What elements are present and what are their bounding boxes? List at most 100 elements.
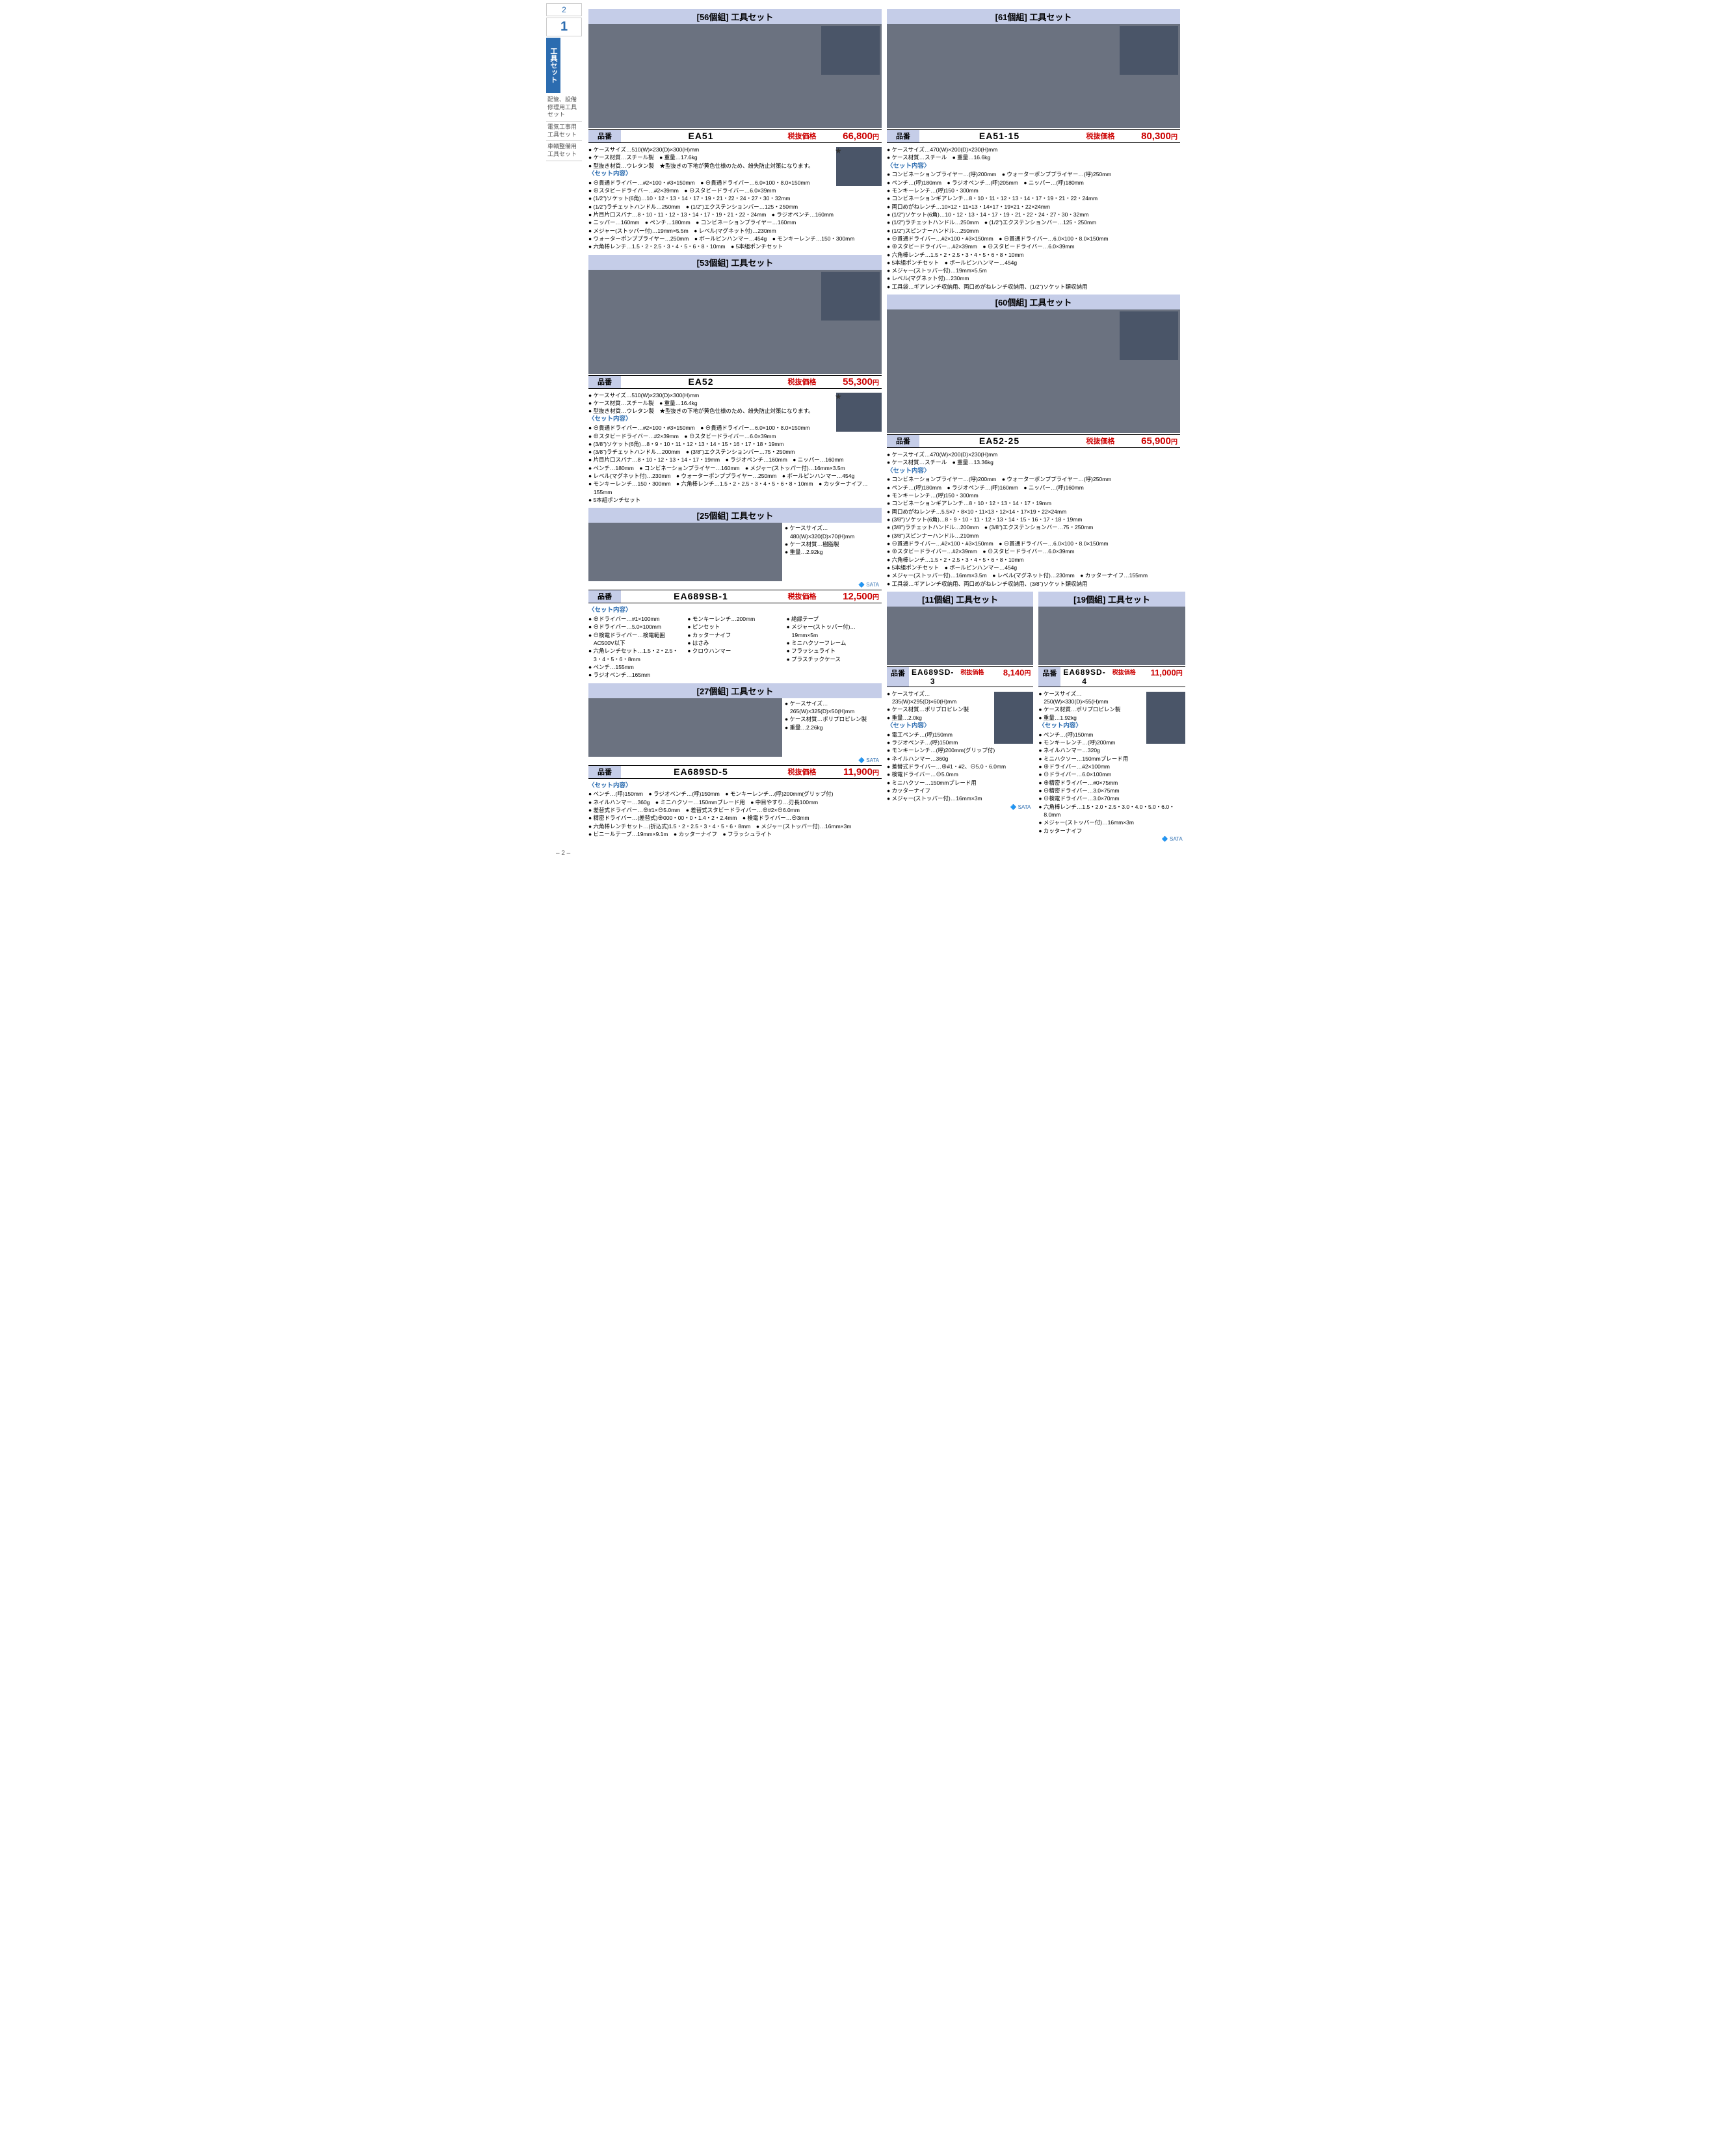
product-photo (588, 523, 782, 581)
product-title: [11個組] 工具セット (887, 592, 1033, 607)
spec-item: 片目片口スパナ…8・10・12・13・14・17・19mm ● ラジオペンチ…1… (588, 456, 882, 464)
spec-item: カッターナイフ (887, 787, 1033, 794)
spec-item: ケース材質…ポリプロピレン製 (785, 715, 882, 723)
sidebar-link[interactable]: 車輌整備用工具セット (546, 141, 582, 161)
product-code: EA689SB-1 (621, 590, 781, 603)
spec-item: 絶縁テープ (787, 615, 882, 623)
spec-item: モンキーレンチ…(呼)200mm(グリップ付) (887, 746, 1033, 754)
sidebar-link[interactable]: 配管、設備修理用工具セット (546, 94, 582, 122)
spec-item: ⊕精密ドライバー…#0×75mm (1038, 779, 1185, 787)
product-photo (887, 607, 1033, 665)
price-row: 品番 EA689SD-3 税抜価格 8,140円 (887, 666, 1033, 687)
product-photo (588, 698, 782, 757)
brand-logo: 🔷 SATA (588, 757, 882, 764)
spec-item: ⊕スタビードライバー…#2×39mm ● ⊖スタビードライバー…6.0×39mm (588, 187, 882, 194)
sidebar-link[interactable]: 電気工事用工具セット (546, 122, 582, 141)
spec-item: 六角棒レンチセット…(折込式)1.5・2・2.5・3・4・5・6・8mm ● メ… (588, 822, 882, 830)
spec-item: ピンセット (687, 623, 782, 631)
spec-item: ペンチ…(呼)150mm ● ラジオペンチ…(呼)150mm ● モンキーレンチ… (588, 790, 882, 798)
spec-item: (3/8")スピンナーハンドル…210mm (887, 532, 1180, 540)
spec-item: ⊖精密ドライバー…3.0×75mm (1038, 787, 1185, 794)
spec-item: 精密ドライバー…(差替式)⊕000・00・0・1.4・2・2.4mm ● 検電ド… (588, 814, 882, 822)
spec-item: 差替式ドライバー…⊕#1×⊖5.0mm ● 差替式スタビードライバー…⊕#2×⊖… (588, 806, 882, 814)
spec-item: ミニハクソー…150mmブレード用 (887, 779, 1033, 787)
spec-item: 六角棒レンチ…1.5・2・2.5・3・4・5・6・8・10mm (887, 251, 1180, 259)
spec-item: ネイルハンマー…360g ● ミニハクソー…150mmブレード用 ● 中目やすり… (588, 798, 882, 806)
product-photo (887, 24, 1180, 128)
product-title: [56個組] 工具セット (588, 9, 882, 24)
spec-item: ケースサイズ…470(W)×200(D)×230(H)mm (887, 451, 1180, 458)
price-row: 品番 EA689SD-4 税抜価格 11,000円 (1038, 666, 1185, 687)
product-photo (588, 24, 882, 128)
spec-item: 両口めがねレンチ…5.5×7・8×10・11×13・12×14・17×19・22… (887, 508, 1180, 516)
product-price: 66,800円 (823, 130, 882, 142)
spec-item: 工具袋…ギアレンチ収納用、両口めがねレンチ収納用、(1/2")ソケット類収納用 (887, 283, 1180, 291)
spec-item: コンビネーションプライヤー…(呼)200mm ● ウォーターポンププライヤー…(… (887, 170, 1180, 178)
spec-item: 検電ドライバー…⊖5.0mm (887, 770, 1033, 778)
spec-item: 片目片口スパナ…8・10・11・12・13・14・17・19・21・22・24m… (588, 211, 882, 218)
spec-item: モンキーレンチ…(呼)150・300mm (887, 187, 1180, 194)
spec-item: ケース材質…スチール ● 重量…13.36kg (887, 458, 1180, 466)
spec-item: (1/2")ラチェットハンドル…250mm ● (1/2")エクステンションバー… (887, 218, 1180, 226)
spec-item: ⊕ドライバー…#1×100mm (588, 615, 683, 623)
spec-item: 工具袋…ギアレンチ収納用、両口めがねレンチ収納用、(3/8")ソケット類収納用 (887, 580, 1180, 588)
product-specs: ケースサイズ…510(W)×230(D)×300(H)mmケース材質…スチール製… (588, 390, 882, 506)
spec-item: ネイルハンマー…360g (887, 755, 1033, 763)
product-specs: ケースサイズ…235(W)×295(D)×60(H)mmケース材質…ポリプロピレ… (887, 688, 1033, 813)
spec-item: (3/8")ラチェットハンドル…200mm ● (3/8")エクステンションバー… (588, 448, 882, 456)
page-number: – 2 – (556, 850, 570, 857)
price-row: 品番 EA52-25 税抜価格 65,900円 (887, 434, 1180, 448)
product-price: 8,140円 (988, 667, 1033, 687)
product-code: EA52 (621, 376, 781, 388)
spec-item: ネイルハンマー…320g (1038, 746, 1185, 754)
spec-item: ⊕ドライバー…#2×100mm (1038, 763, 1185, 770)
product-price: 12,500円 (823, 590, 882, 603)
product-specs: 〈セット内容〉 ⊕ドライバー…#1×100mm⊖ドライバー…5.0×100mm⊖… (588, 605, 882, 680)
spec-item: メジャー(ストッパー付)…19mm×5.5m ● レベル(マグネット付)…230… (588, 227, 882, 235)
spec-item: ⊖ドライバー…6.0×100mm (1038, 770, 1185, 778)
product-ea689sb1: [25個組] 工具セット ケースサイズ…480(W)×320(D)×70(H)m… (588, 508, 882, 680)
product-title: [60個組] 工具セット (887, 295, 1180, 309)
spec-item: メジャー(ストッパー付)…19mm×5m (787, 623, 882, 639)
spec-item: クロウハンマー (687, 647, 782, 655)
product-code: EA689SD-5 (621, 766, 781, 778)
product-price: 55,300円 (823, 376, 882, 388)
product-specs: ケースサイズ…470(W)×200(D)×230(H)mmケース材質…スチール … (887, 449, 1180, 589)
spec-item: モンキーレンチ…150・300mm ● 六角棒レンチ…1.5・2・2.5・3・4… (588, 480, 882, 496)
spec-item: ケースサイズ…470(W)×200(D)×230(H)mm (887, 146, 1180, 153)
price-row: 品番 EA689SB-1 税抜価格 12,500円 (588, 590, 882, 603)
spec-item: フラッシュライト (787, 647, 882, 655)
page-ref-big: 1 (546, 18, 582, 36)
product-code: EA51-15 (919, 130, 1079, 142)
spec-item: 重量…2.26kg (785, 724, 882, 731)
spec-item: ケースサイズ…265(W)×325(D)×50(H)mm (785, 700, 882, 716)
spec-item: モンキーレンチ…(呼)150・300mm (887, 492, 1180, 499)
spec-item: 5本組ポンチセット ● ボールピンハンマー…454g (887, 259, 1180, 267)
product-photo (887, 309, 1180, 433)
product-price: 11,000円 (1140, 667, 1185, 687)
product-ea689sd5: [27個組] 工具セット ケースサイズ…265(W)×325(D)×50(H)m… (588, 683, 882, 840)
spec-item: 六角レンチセット…1.5・2・2.5・3・4・5・6・8mm (588, 647, 683, 663)
product-photo (1038, 607, 1185, 665)
spec-item: (3/8")ソケット(6角)…8・9・10・11・12・13・14・15・16・… (588, 440, 882, 448)
thumbnail (836, 147, 882, 186)
spec-item: 重量…2.92kg (785, 548, 882, 556)
page-ref-small: 2 (546, 3, 582, 16)
spec-item: (1/2")ソケット(6角)…10・12・13・14・17・19・21・22・2… (887, 211, 1180, 218)
spec-item: メジャー(ストッパー付)…16mm×3m (887, 794, 1033, 802)
product-ea689sd3: [11個組] 工具セット 品番 EA689SD-3 税抜価格 8,140円 ケー… (887, 589, 1033, 845)
spec-item: (3/8")ラチェットハンドル…200mm ● (3/8")エクステンションバー… (887, 523, 1180, 531)
product-price: 65,900円 (1122, 435, 1180, 447)
spec-item: ⊕スタビードライバー…#2×39mm ● ⊖スタビードライバー…6.0×39mm (887, 243, 1180, 250)
product-price: 80,300円 (1122, 130, 1180, 142)
product-code: EA689SD-3 (909, 667, 956, 687)
spec-item: ミニハクソー…150mmブレード用 (1038, 755, 1185, 763)
price-row: 品番 EA689SD-5 税抜価格 11,900円 (588, 765, 882, 779)
spec-item: ミニハクソーフレーム (787, 639, 882, 647)
product-title: [25個組] 工具セット (588, 508, 882, 523)
spec-item: メジャー(ストッパー付)…19mm×5.5m (887, 267, 1180, 274)
spec-item: ⊕スタビードライバー…#2×39mm ● ⊖スタビードライバー…6.0×39mm (588, 432, 882, 440)
spec-item: (1/2")スピンナーハンドル…250mm (887, 227, 1180, 235)
spec-item: (1/2")ラチェットハンドル…250mm ● (1/2")エクステンションバー… (588, 203, 882, 211)
spec-item: 5本組ポンチセット ● ボールピンハンマー…454g (887, 564, 1180, 571)
